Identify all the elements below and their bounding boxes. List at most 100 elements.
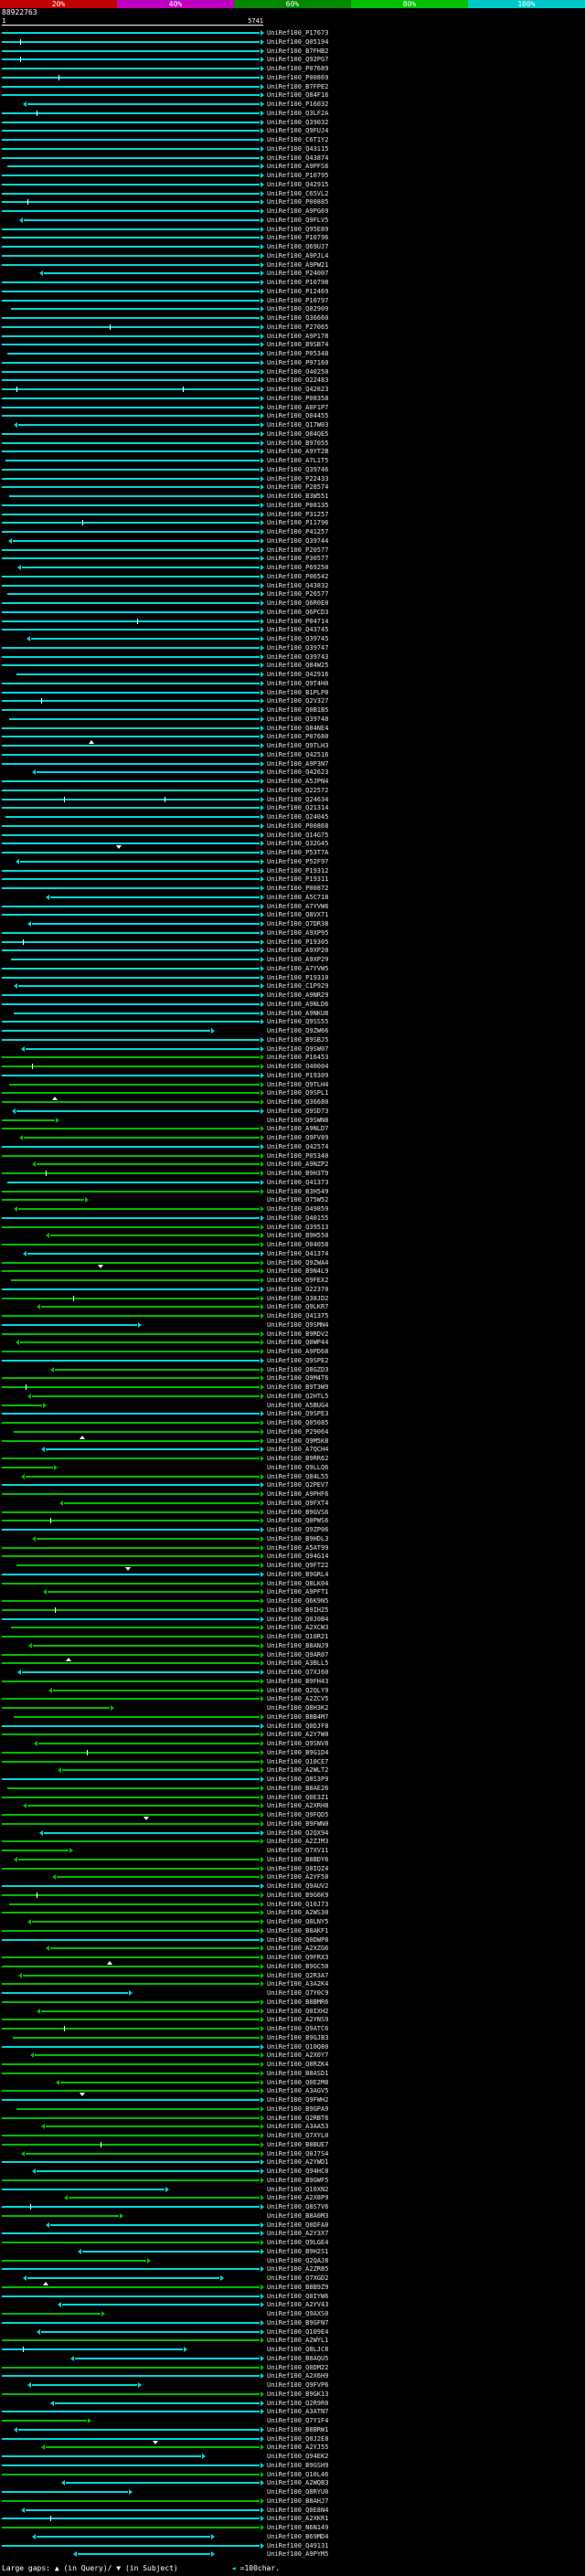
alignment-bar[interactable]	[12, 2036, 260, 2039]
alignment-bar[interactable]	[34, 2054, 260, 2057]
hit-label[interactable]: UniRef100_B9IHZ5	[267, 1606, 329, 1614]
hit-label[interactable]: UniRef100_B8BRW1	[267, 2425, 329, 2433]
alignment-bar[interactable]	[50, 896, 260, 898]
alignment-bar[interactable]	[36, 1163, 260, 1166]
hit-label[interactable]: UniRef100_A9P178	[267, 332, 329, 340]
hit-label[interactable]: UniRef100_A9NLD7	[267, 1125, 329, 1133]
hit-label[interactable]: UniRef100_Q14G75	[267, 831, 329, 839]
hit-label[interactable]: UniRef100_B8ASD1	[267, 2069, 329, 2077]
hit-label[interactable]: UniRef100_P19311	[267, 875, 329, 884]
alignment-bar[interactable]	[45, 2125, 260, 2128]
hit-label[interactable]: UniRef100_B8B4M7	[267, 1712, 329, 1721]
alignment-bar[interactable]	[43, 272, 260, 275]
alignment-bar[interactable]	[2, 914, 260, 917]
alignment-bar[interactable]	[2, 1288, 260, 1290]
hit-label[interactable]: UniRef100_A5C718	[267, 893, 329, 901]
alignment-bar[interactable]	[2, 2019, 260, 2021]
hit-label[interactable]: UniRef100_Q0DM22	[267, 2363, 329, 2371]
hit-label[interactable]: UniRef100_Q109E4	[267, 2327, 329, 2336]
alignment-bar[interactable]	[2, 451, 260, 453]
alignment-bar[interactable]	[2, 1413, 260, 1415]
alignment-bar[interactable]	[2, 843, 260, 845]
hit-label[interactable]: UniRef100_B8ANJ9	[267, 1641, 329, 1649]
hit-label[interactable]: UniRef100_A9XP29	[267, 956, 329, 963]
hit-label[interactable]: UniRef100_B9H550	[267, 1232, 329, 1240]
alignment-bar[interactable]	[61, 1769, 260, 1772]
hit-label[interactable]: UniRef100_Q42823	[267, 386, 329, 393]
alignment-bar[interactable]	[2, 798, 260, 800]
hit-label[interactable]: UniRef100_B8B9Z9	[267, 2283, 329, 2291]
hit-label[interactable]: UniRef100_Q9SW07	[267, 1044, 329, 1053]
alignment-bar[interactable]	[2, 1190, 260, 1193]
hit-label[interactable]: UniRef100_P10798	[267, 279, 329, 286]
alignment-bar[interactable]	[2, 869, 260, 872]
alignment-bar[interactable]	[2, 2143, 260, 2146]
hit-label[interactable]: UniRef100_Q8LNY5	[267, 1918, 329, 1925]
alignment-bar[interactable]	[5, 816, 260, 818]
alignment-bar[interactable]	[2, 1002, 260, 1005]
alignment-bar[interactable]	[54, 1368, 260, 1371]
hit-label[interactable]: UniRef100_Q9FEX2	[267, 1277, 329, 1284]
alignment-bar[interactable]	[17, 424, 260, 426]
hit-label[interactable]: UniRef100_Q95E89	[267, 225, 329, 233]
alignment-bar[interactable]	[31, 1921, 260, 1923]
hit-label[interactable]: UniRef100_Q0J7S4	[267, 2149, 329, 2157]
alignment-bar[interactable]	[2, 1092, 260, 1095]
alignment-bar[interactable]	[2, 2420, 87, 2422]
hit-label[interactable]: UniRef100_Q75W52	[267, 1196, 329, 1204]
alignment-bar[interactable]	[2, 2544, 260, 2547]
hit-label[interactable]: UniRef100_Q36660	[267, 314, 329, 322]
alignment-bar[interactable]	[23, 218, 260, 221]
hit-label[interactable]: UniRef100_A7YVW6	[267, 902, 329, 910]
hit-label[interactable]: UniRef100_Q9SPE3	[267, 1410, 329, 1418]
alignment-bar[interactable]	[2, 1600, 260, 1602]
alignment-bar[interactable]	[2, 602, 260, 604]
hit-label[interactable]: UniRef100_A7QCH4	[267, 1446, 329, 1454]
hit-label[interactable]: UniRef100_P19305	[267, 938, 329, 946]
hit-label[interactable]: UniRef100_Q9TLH3	[267, 742, 329, 749]
hit-label[interactable]: UniRef100_B9H3T9	[267, 1170, 329, 1177]
alignment-bar[interactable]	[2, 2464, 260, 2466]
hit-label[interactable]: UniRef100_B7FHB2	[267, 47, 329, 55]
hit-label[interactable]: UniRef100_O40250	[267, 367, 329, 376]
hit-label[interactable]: UniRef100_A2YNS9	[267, 2016, 329, 2024]
alignment-bar[interactable]	[2, 1751, 260, 1754]
alignment-bar[interactable]	[2, 1992, 128, 1994]
hit-label[interactable]: UniRef100_Q6R0E0	[267, 599, 329, 607]
hit-label[interactable]: UniRef100_P00869	[267, 73, 329, 81]
alignment-bar[interactable]	[36, 1537, 260, 1540]
alignment-bar[interactable]	[2, 1199, 84, 1202]
alignment-bar[interactable]	[2, 1511, 260, 1513]
alignment-bar[interactable]	[2, 1493, 260, 1495]
hit-label[interactable]: UniRef100_P06542	[267, 572, 329, 580]
hit-label[interactable]: UniRef100_Q10CE7	[267, 1757, 329, 1765]
alignment-bar[interactable]	[2, 513, 260, 515]
hit-label[interactable]: UniRef100_B8AHJ7	[267, 2496, 329, 2505]
alignment-bar[interactable]	[2, 1912, 260, 1914]
alignment-bar[interactable]	[2, 1244, 260, 1246]
alignment-bar[interactable]	[2, 2242, 260, 2243]
alignment-bar[interactable]	[2, 852, 260, 853]
alignment-bar[interactable]	[2, 2491, 128, 2493]
alignment-bar[interactable]	[2, 2000, 260, 2003]
hit-label[interactable]: UniRef100_B9N4L9	[267, 1267, 329, 1276]
alignment-bar[interactable]	[2, 237, 260, 239]
alignment-bar[interactable]	[2, 370, 260, 373]
hit-label[interactable]: UniRef100_Q9SNV8	[267, 1740, 329, 1747]
hit-label[interactable]: UniRef100_A9PHF6	[267, 1490, 329, 1498]
hit-label[interactable]: UniRef100_P29064	[267, 1427, 329, 1436]
hit-label[interactable]: UniRef100_P00872	[267, 885, 329, 892]
alignment-bar[interactable]	[10, 1627, 260, 1629]
alignment-bar[interactable]	[2, 1216, 260, 1219]
hit-label[interactable]: UniRef100_Q10R21	[267, 1633, 329, 1640]
hit-label[interactable]: UniRef100_A7L1T5	[267, 457, 329, 464]
alignment-bar[interactable]	[2, 682, 260, 684]
hit-label[interactable]: UniRef100_Q9FXT4	[267, 1499, 329, 1507]
alignment-bar[interactable]	[2, 1154, 260, 1157]
alignment-bar[interactable]	[2, 2099, 260, 2101]
hit-label[interactable]: UniRef100_Q10XN2	[267, 2185, 329, 2193]
hit-label[interactable]: UniRef100_A2XCW3	[267, 1624, 329, 1632]
hit-label[interactable]: UniRef100_B69MD4	[267, 2532, 329, 2540]
alignment-bar[interactable]	[2, 709, 260, 711]
hit-label[interactable]: UniRef100_Q0IQZ4	[267, 1864, 329, 1872]
